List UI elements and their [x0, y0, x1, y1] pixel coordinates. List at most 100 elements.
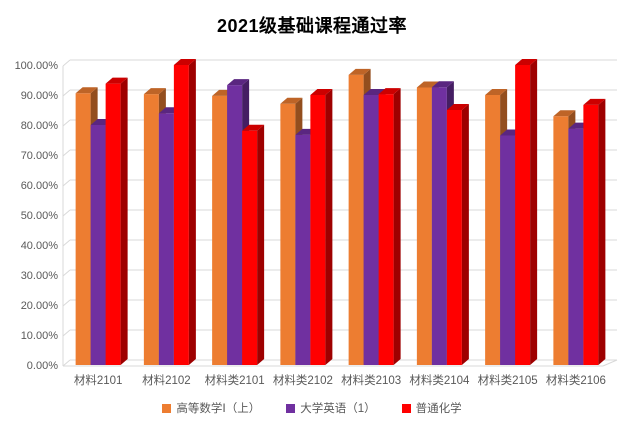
bars [75, 59, 606, 366]
bar [242, 124, 265, 365]
bar-front-face [295, 134, 311, 365]
bar-side-face [325, 89, 333, 365]
bar-side-face [393, 88, 401, 365]
sidewall-gridline [62, 239, 71, 247]
y-axis-tick-label: 70.00% [20, 150, 58, 162]
bar-front-face [515, 65, 531, 365]
bar-front-face [158, 113, 174, 365]
bar-front-face [242, 130, 258, 365]
bar-front-face [553, 116, 569, 365]
bar-top-face [378, 88, 401, 95]
bar [515, 59, 538, 365]
bar-front-face [75, 93, 91, 365]
y-axis-tick-label: 20.00% [20, 300, 58, 312]
bar-front-face [105, 83, 121, 365]
sidewall-gridline [62, 119, 71, 127]
bar-front-face [212, 95, 228, 366]
x-axis-category-label: 材料类2103 [341, 375, 402, 387]
bar-front-face [280, 103, 296, 365]
bar-side-face [530, 59, 538, 365]
chart-title: 2021级基础课程通过率 [216, 16, 408, 36]
bar-top-face [446, 104, 469, 110]
sidewall-gridline [62, 209, 71, 217]
bar [173, 59, 196, 365]
bar-front-face [310, 95, 326, 365]
bar-front-face [446, 110, 462, 365]
y-axis-tick-label: 80.00% [20, 120, 58, 132]
bar-front-face [583, 104, 599, 366]
legend-swatch-icon [286, 403, 296, 413]
bar-front-face [90, 125, 106, 365]
x-axis-category-label: 材料2101 [73, 375, 123, 387]
bar-front-face [348, 74, 364, 366]
bar-front-face [568, 128, 584, 365]
sidewall-gridline [62, 299, 71, 307]
sidewall-gridline [62, 149, 71, 157]
sidewall-gridline [62, 329, 71, 337]
bar-side-face [188, 59, 196, 365]
bar-front-face [500, 135, 516, 365]
y-axis-tick-label: 30.00% [20, 270, 58, 282]
bar-top-face [553, 110, 576, 117]
bar [105, 77, 128, 365]
legend-item-series-3: 普通化学 [401, 400, 462, 416]
bar-top-face [280, 97, 303, 104]
bar-front-face [378, 94, 394, 365]
bar-front-face [485, 95, 501, 365]
x-axis-category-label: 材料类2105 [477, 375, 538, 387]
x-axis-category-label: 材料类2101 [204, 375, 265, 387]
bar-front-face [416, 87, 432, 365]
bar-side-face [461, 104, 469, 365]
x-axis-category-label: 材料类2102 [272, 375, 333, 387]
sidewall-gridline [62, 89, 71, 97]
y-axis-tick-label: 50.00% [20, 210, 58, 222]
bar-front-face [363, 95, 379, 365]
x-axis-category-label: 材料类2106 [545, 375, 606, 387]
bar-top-face [515, 59, 538, 65]
y-axis-tick-label: 40.00% [20, 240, 58, 252]
bar-top-face [242, 124, 265, 131]
bar-top-face [105, 77, 128, 84]
bar-top-face [310, 89, 333, 95]
sidewall-gridline [62, 59, 71, 67]
floor-right-edge [602, 359, 618, 367]
legend-item-series-2: 大学英语（1） [286, 400, 376, 416]
sidewall-gridline [62, 359, 71, 367]
legend-swatch-icon [401, 403, 411, 413]
bar-top-face [431, 81, 454, 88]
sidewall-gridline [62, 269, 71, 277]
bar-top-face [173, 59, 196, 65]
bar-side-face [257, 124, 265, 365]
bar-front-face [173, 65, 189, 365]
x-axis-category-label: 材料类2104 [409, 375, 470, 387]
bar-top-face [348, 68, 371, 75]
legend-label: 普通化学 [415, 403, 462, 415]
legend-item-series-1: 高等数学Ⅰ（上） [162, 400, 260, 416]
y-axis-tick-label: 90.00% [20, 90, 58, 102]
y-axis-tick-label: 60.00% [20, 180, 58, 192]
legend-label: 高等数学Ⅰ（上） [176, 403, 261, 415]
bar-top-face [75, 87, 98, 94]
bar [583, 98, 606, 366]
sidewall-gridline [62, 179, 71, 187]
bar [446, 104, 469, 365]
legend-label: 大学英语（1） [300, 403, 376, 415]
bar-top-face [143, 88, 166, 95]
bar [378, 88, 401, 365]
legend: 高等数学Ⅰ（上） 大学英语（1） 普通化学 [0, 400, 624, 416]
y-axis-tick-label: 0.00% [26, 360, 58, 372]
y-axis-tick-label: 100.00% [14, 60, 58, 72]
bar-front-face [143, 94, 159, 365]
bar-top-face [583, 98, 606, 105]
bar-side-face [120, 77, 128, 365]
bar [310, 89, 333, 365]
bar-top-face [227, 79, 250, 86]
bar-side-face [598, 98, 606, 366]
bar-front-face [227, 85, 243, 365]
y-axis-tick-label: 10.00% [20, 330, 58, 342]
x-axis-category-label: 材料2102 [142, 375, 191, 387]
bar-front-face [431, 87, 447, 365]
legend-swatch-icon [162, 403, 172, 413]
